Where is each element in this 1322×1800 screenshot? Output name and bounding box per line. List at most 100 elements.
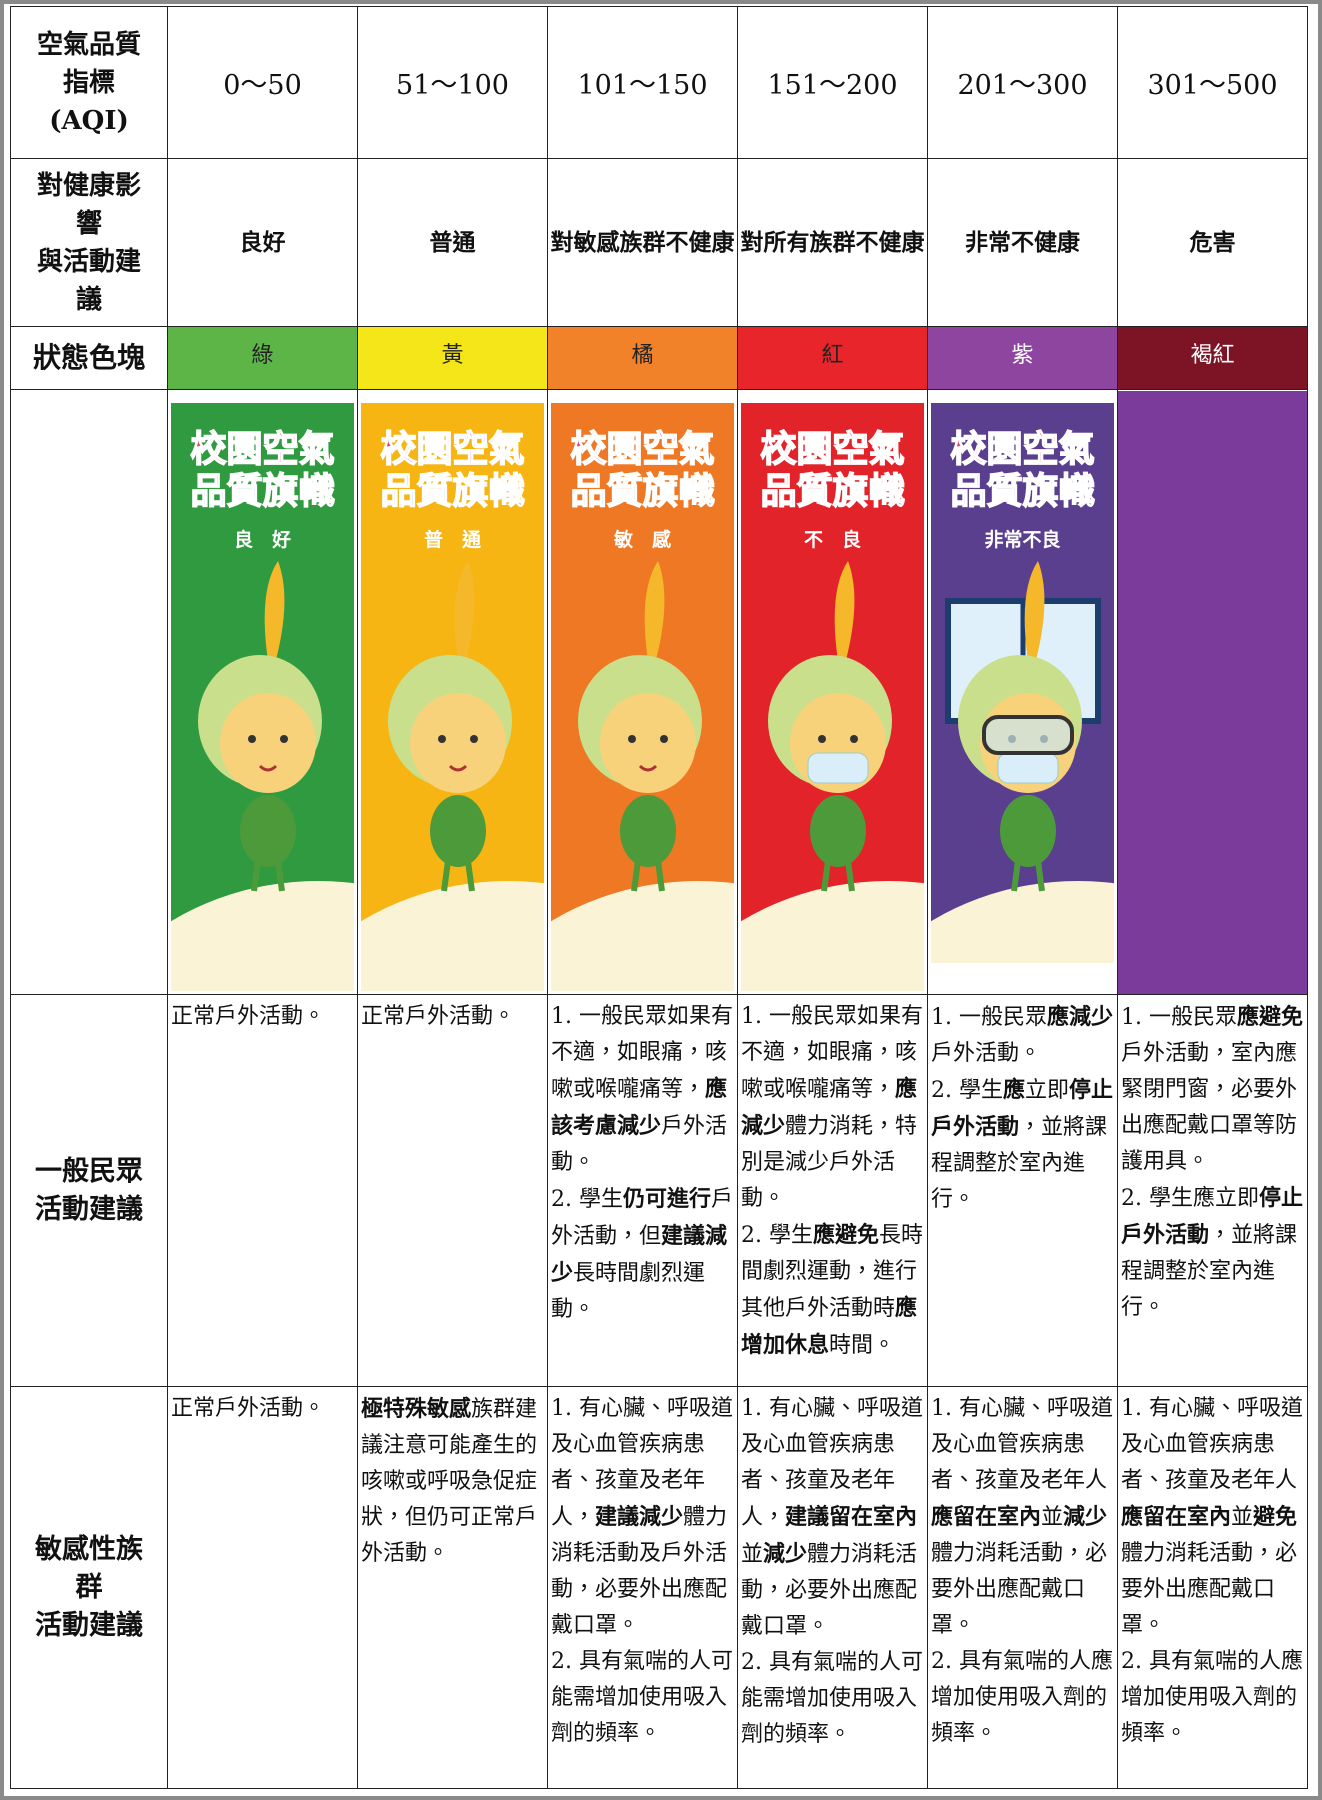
mask [807,752,869,783]
aqi-range: 201～300 [957,70,1088,101]
hill [551,880,734,991]
advice-text: 正常戶外活動。 [171,1004,326,1029]
label-line: 群 [75,1571,103,1603]
advice-text: 並 [1041,1505,1064,1530]
advice-emphasis: 減少 [763,1541,808,1567]
flag-label: 敏 感 [613,528,671,551]
advice-emphasis: 停止戶外活動 [931,1077,1114,1140]
advice-item: 1. 一般民眾如果有不適，如眼痛，咳嗽或喉嚨痛等，應減少體力消耗，特別是減少戶外… [741,999,924,1217]
row-header: 敏感性族群活動建議 [10,1386,168,1789]
label-line: 活動建議 [35,1609,143,1641]
advice-item: 2. 學生仍可進行戶外活動，但建議減少長時間劇烈運動。 [551,1181,734,1328]
eye [470,734,478,743]
label-line: 一般民眾 [35,1155,143,1187]
advice-text: 1. 有心臟、呼吸道及心血管疾病患者、孩童及老年人 [931,1396,1113,1493]
color-block: 黃 [357,326,548,390]
advice-emphasis: 避免 [1253,1504,1298,1530]
advice-emphasis: 應留在室內 [1121,1504,1232,1530]
flag-title: 校園空氣 [760,429,904,470]
advice-emphasis: 停止戶外活動 [1121,1185,1303,1248]
advice-text: 體力消耗活動，必要外出應配戴口罩。 [741,1542,918,1639]
health-cell: 對敏感族群不健康 [547,158,738,327]
aqi-range-cell: 51～100 [357,6,548,159]
leaf-body [810,794,866,867]
advice-item: 1. 有心臟、呼吸道及心血管疾病患者、孩童及老年人，建議減少體力消耗活動及戶外活… [551,1391,734,1644]
advice-emphasis: 極特殊敏感 [361,1396,472,1422]
aqi-range: 101～150 [577,70,708,101]
advice-text: 戶外活動。 [551,1114,728,1175]
flag-cell: 校園空氣 品質旗幟 非常不良 [927,389,1118,995]
row-header: 對健康影響與活動建議 [10,158,168,327]
flag-title: 校園空氣 [190,429,334,470]
leg [275,860,285,891]
flag-art [741,560,924,991]
advice-emphasis: 建議減少 [595,1504,684,1530]
flag-title: 品質旗幟 [950,471,1094,512]
advice-emphasis: 應留在室內 [931,1504,1042,1530]
advice-item: 極特殊敏感族群建議注意可能產生的咳嗽或呼吸急促症狀，但仍可正常戶外活動。 [361,1391,544,1572]
color-name: 褐紅 [1190,343,1235,368]
eye [850,734,858,743]
label-line: 響 [75,208,102,239]
flag-cell: 校園空氣 品質旗幟敏 感 [547,389,738,995]
flag-art [361,560,544,991]
row-header: 一般民眾 活動建議 [10,994,168,1387]
flag-cell: 校園空氣 品質旗幟不 良 [737,389,928,995]
flag-art [931,560,1114,963]
advice-emphasis: 仍可進行 [622,1186,711,1212]
leg [441,860,451,891]
antenna [644,560,665,671]
flag-art [551,560,734,991]
advice-emphasis: 應增加休息 [741,1295,918,1358]
general-row: 一般民眾 活動建議 正常戶外活動。 正常戶外活動。 1. 一般民眾如果有不適，如眼痛，咳… [10,994,1308,1387]
advice-text: 長時間劇烈運動，進行其他戶外活動時 [741,1223,924,1321]
face [410,692,506,793]
advice-text: 2. 學生 [551,1187,623,1212]
advice-emphasis: 應該考慮減少 [551,1076,728,1139]
leg [845,860,855,891]
color-name: 黃 [441,343,464,368]
advice-item: 2. 具有氣喘的人可能需增加使用吸入劑的頻率。 [551,1644,734,1752]
flag-title: 品質旗幟 [760,471,904,512]
color-block: 綠 [167,326,358,390]
advice-cell: 正常戶外活動。 [167,994,358,1387]
health-level: 危害 [1189,228,1236,256]
advice-text: 1. 一般民眾 [931,1005,1047,1030]
flag-row: 校園空氣 品質旗幟良 好校園空氣 品質旗幟普 通校園空氣 品質旗幟敏 感校園空氣 品質旗… [10,389,1308,995]
advice-text: 2. 學生 [931,1078,1003,1103]
advice-emphasis: 應避免 [812,1222,879,1248]
advice-cell: 1. 一般民眾應減少戶外活動。 2. 學生應立即停止戶外活動，並將課程調整於室內進… [927,994,1118,1387]
health-level: 普通 [429,228,476,256]
color-block: 紫 [927,326,1118,390]
flag-label: 普 通 [424,528,482,551]
flag-label: 良 好 [234,528,291,551]
header-row: 空氣品質 指標 (AQI) 0～50 51～100 101～150 151～200 201～3… [10,6,1308,159]
aqi-range: 51～100 [396,70,509,101]
advice-text: 立即 [1025,1078,1070,1103]
aqi-range: 151～200 [767,70,898,101]
advice-text: 正常戶外活動。 [171,1396,326,1421]
advice-text: ，並將課程調整於室內進行。 [1121,1223,1298,1320]
leg [1011,860,1021,891]
color-block: 橘 [547,326,738,390]
eye [818,734,826,743]
advice-emphasis: 減少 [1063,1504,1108,1530]
flag-title: 校園空氣 [570,429,714,470]
advice-text: 時間。 [829,1333,896,1358]
flag-art [171,560,354,991]
leg [1035,860,1045,891]
advice-text: 體力消耗活動，必要外出應配戴口罩。 [931,1541,1108,1638]
leg [465,860,475,891]
goggles [982,714,1074,755]
advice-item: 1. 有心臟、呼吸道及心血管疾病患者、孩童及老年人應留在室內並避免體力消耗活動，… [1121,1391,1304,1644]
leg [821,860,831,891]
advice-item: 2. 具有氣喘的人應增加使用吸入劑的頻率。 [1121,1644,1304,1752]
hill [931,880,1114,963]
color-block: 紅 [737,326,928,390]
advice-item: 1. 一般民眾應減少戶外活動。 [931,999,1114,1072]
flag-cell: 校園空氣 品質旗幟普 通 [357,389,548,995]
advice-text: 體力消耗，特別是減少戶外活動。 [741,1114,918,1211]
advice-item: 正常戶外活動。 [171,999,354,1035]
